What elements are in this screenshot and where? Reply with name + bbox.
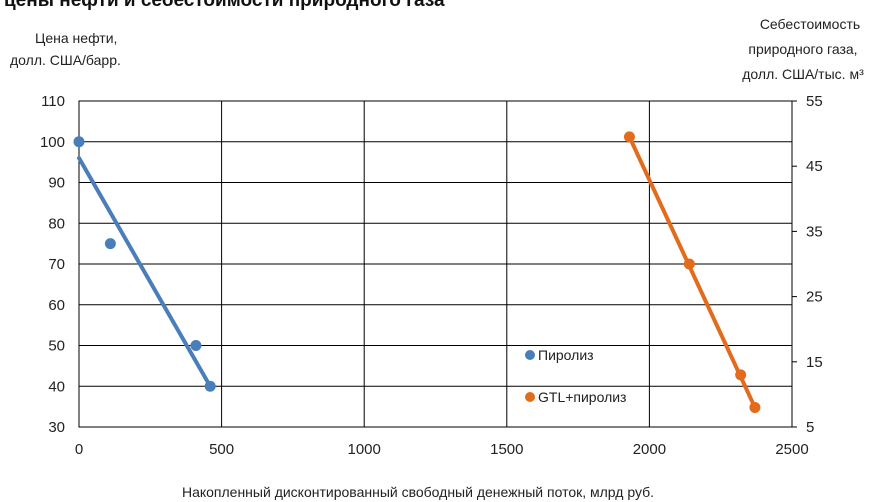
y-right-tick-label: 55: [806, 93, 823, 110]
plot-area: [78, 100, 793, 428]
y-left-tick-label: 110: [41, 93, 65, 110]
data-point-piroliz: [73, 136, 85, 148]
tick-labels: 30 40 50 60 70 80 90 100 110 5 15 25 35 45 55 0 500 1000 1…: [40, 93, 823, 458]
x-tick-label: 1000: [348, 441, 381, 458]
y-right-tick-label: 25: [806, 289, 823, 306]
y-right-label-line1: Себестоимость: [760, 16, 860, 32]
y-right-label-line2: природного газа,: [748, 41, 857, 57]
y-left-label-line1: Цена нефти,: [35, 30, 117, 46]
data-marks: [73, 131, 761, 413]
y-left-tick-label: 40: [48, 378, 65, 395]
x-tick-label: 2500: [775, 441, 808, 458]
y-left-tick-label: 90: [48, 175, 65, 192]
x-tick-label: 500: [209, 441, 234, 458]
y-right-tick-label: 35: [806, 223, 823, 240]
data-point-gtl-piroliz: [623, 131, 635, 143]
data-point-piroliz: [104, 238, 116, 250]
y-left-tick-label: 50: [48, 338, 65, 355]
x-tick-label: 2000: [633, 441, 666, 458]
data-point-gtl-piroliz: [683, 258, 695, 270]
legend-label-gtl-piroliz: GTL+пиролиз: [538, 389, 626, 405]
data-point-piroliz: [204, 380, 216, 392]
chart-title: цены нефти и себестоимости природного га…: [4, 0, 445, 11]
y-left-label-line2: долл. США/барр.: [10, 52, 121, 68]
y-left-tick-label: 60: [48, 297, 65, 314]
data-point-piroliz: [190, 340, 202, 351]
y-right-tick-label: 5: [806, 419, 814, 436]
trendline-piroliz: [77, 156, 213, 389]
legend: Пиролиз GTL+пиролиз: [525, 347, 626, 405]
y-left-tick-label: 100: [40, 134, 65, 151]
y-right-label-line3: долл. США/тыс. м³: [742, 66, 864, 82]
legend-marker-piroliz: [525, 350, 535, 360]
y-left-tick-label: 30: [48, 419, 65, 436]
x-tick-label: 1500: [490, 441, 523, 458]
trendline-gtl-piroliz: [627, 134, 757, 410]
y-left-tick-label: 70: [48, 256, 65, 273]
y-left-tick-label: 80: [48, 215, 65, 232]
data-point-gtl-piroliz: [749, 401, 761, 413]
y-right-tick-label: 15: [806, 354, 823, 371]
legend-marker-gtl-piroliz: [525, 392, 535, 402]
y-right-tick-label: 45: [806, 158, 823, 175]
x-tick-label: 0: [75, 441, 83, 458]
legend-label-piroliz: Пиролиз: [538, 347, 594, 363]
x-axis-label: Накопленный дисконтированный свободный д…: [182, 484, 654, 500]
data-point-gtl-piroliz: [735, 369, 747, 381]
